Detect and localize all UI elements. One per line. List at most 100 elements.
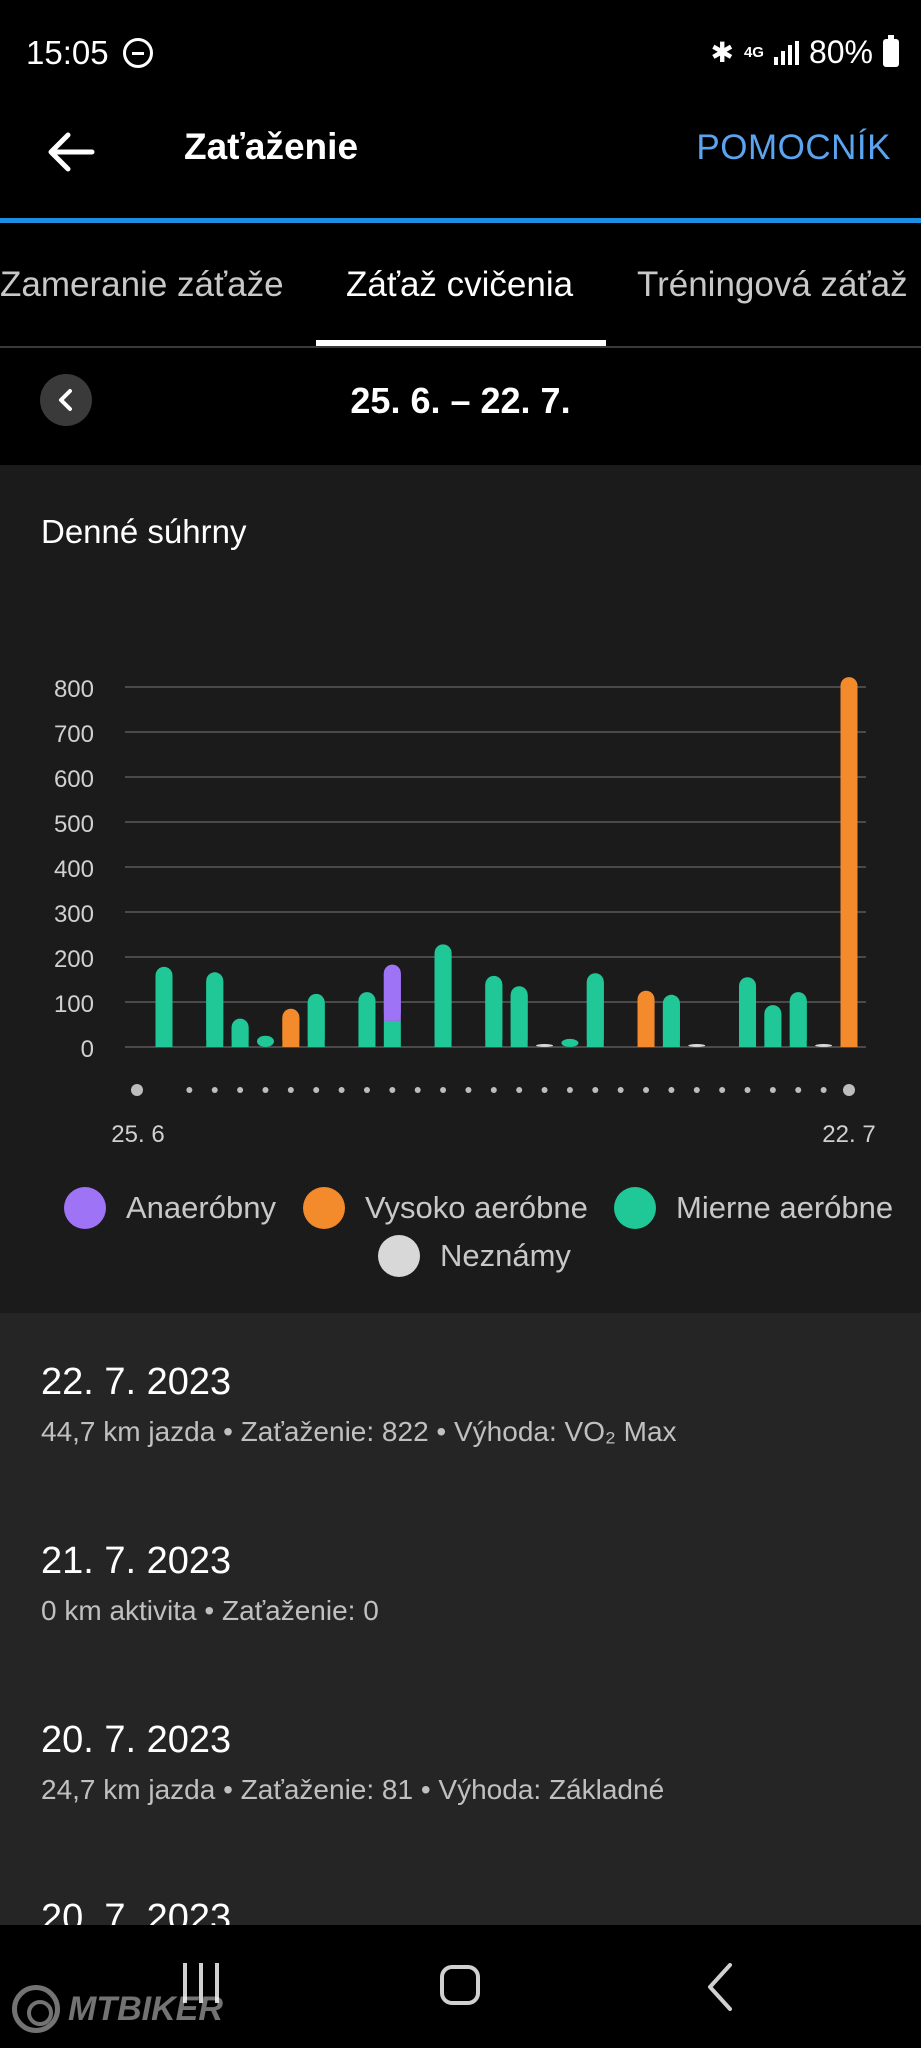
activity-date: 20. 7. 2023	[41, 1719, 232, 1761]
daily-load-chart: 0 100 200 300 400 500 600 700 800 25. 6 22. 7	[54, 676, 876, 1148]
watermark-text: MTBIKER	[68, 1989, 223, 2028]
chart-bar-body	[662, 1003, 680, 1047]
chart-bar-body	[231, 1027, 249, 1047]
date-dot	[617, 1087, 624, 1093]
chevron-left-icon	[59, 389, 72, 411]
legend-low-aerobic: Mierne aeróbne	[614, 1187, 893, 1229]
list-item[interactable]: 20. 7. 2023 24,7 km jazda • Zaťaženie: 8…	[41, 1719, 664, 1806]
bluetooth-icon: ✱	[710, 37, 734, 68]
date-dot	[363, 1087, 370, 1093]
date-range-label: 25. 6. – 22. 7.	[350, 380, 571, 421]
date-dot	[693, 1087, 700, 1093]
chart-bar-body	[155, 975, 173, 1047]
active-tab-indicator	[316, 340, 606, 346]
chart-bar	[688, 1044, 706, 1047]
card-title: Denné súhrny	[41, 513, 247, 550]
date-dot	[719, 1087, 726, 1093]
chart-bar-body	[358, 1000, 376, 1047]
legend-label: Vysoko aeróbne	[365, 1190, 588, 1225]
list-item[interactable]: 22. 7. 2023 44,7 km jazda • Zaťaženie: 8…	[41, 1361, 677, 1448]
home-button[interactable]	[440, 1965, 480, 2005]
legend-unknown: Neznámy	[378, 1235, 571, 1277]
chart-bar-body	[586, 981, 604, 1047]
legend-label: Anaeróbny	[126, 1190, 276, 1225]
chart-bar	[561, 1038, 579, 1047]
status-icons: ✱ 4G 80%	[710, 34, 899, 71]
chart-bar	[256, 1035, 274, 1047]
y-tick-label: 700	[54, 721, 94, 748]
y-tick-label: 300	[54, 901, 94, 928]
date-dot	[769, 1087, 776, 1093]
watermark: MTBIKER	[12, 1985, 223, 2033]
system-back-button[interactable]	[700, 1959, 740, 2015]
recent-apps-button[interactable]	[183, 1963, 219, 2003]
date-dot	[211, 1087, 218, 1093]
signal-icon	[773, 40, 799, 65]
tab-training-load[interactable]: Tréningová záťaž	[637, 265, 908, 304]
chart-bar	[815, 1044, 833, 1047]
date-dot	[131, 1084, 143, 1096]
battery-percent: 80%	[808, 34, 873, 70]
date-range-bar: 25. 6. – 22. 7.	[0, 350, 921, 465]
tab-load-focus[interactable]: Zameranie záťaže	[0, 265, 284, 304]
chart-bar-body	[637, 999, 655, 1047]
chart-bar-body	[485, 984, 503, 1047]
help-button[interactable]: POMOCNÍK	[696, 128, 891, 167]
date-dot	[414, 1087, 421, 1093]
date-dot	[744, 1087, 751, 1093]
legend-label: Neznámy	[440, 1238, 571, 1273]
do-not-disturb-icon	[123, 38, 153, 68]
y-tick-label: 200	[54, 946, 94, 973]
date-dot	[389, 1087, 396, 1093]
chart-bar-body	[789, 1000, 807, 1047]
chart-bar-body	[282, 1017, 300, 1047]
legend-anaerobic-swatch	[64, 1187, 106, 1229]
system-nav-bar	[0, 1925, 921, 2048]
date-dot	[795, 1087, 802, 1093]
x-label-start: 25. 6	[111, 1121, 164, 1148]
chart-bar-body	[739, 985, 757, 1047]
legend-label: Mierne aeróbne	[676, 1190, 894, 1225]
chart-bar-body	[383, 973, 401, 1021]
chart-bar-body	[307, 1002, 325, 1047]
status-bar: 15:05 ✱ 4G 80%	[0, 0, 921, 100]
chart-bar-body	[206, 980, 224, 1047]
legend-high-aerobic-swatch	[303, 1187, 345, 1229]
date-dot	[338, 1087, 345, 1093]
activity-detail: 44,7 km jazda • Zaťaženie: 822 • Výhoda:…	[41, 1416, 677, 1447]
date-dot	[668, 1087, 675, 1093]
activity-detail: 0 km aktivita • Zaťaženie: 0	[41, 1595, 379, 1626]
previous-period-button[interactable]	[40, 374, 92, 426]
header-divider	[0, 218, 921, 223]
chart-bar	[536, 1044, 554, 1047]
date-dot	[186, 1087, 193, 1093]
y-tick-label: 600	[54, 766, 94, 793]
legend-unknown-swatch	[378, 1235, 420, 1277]
date-dot	[313, 1087, 320, 1093]
list-item[interactable]: 21. 7. 2023 0 km aktivita • Zaťaženie: 0	[41, 1540, 379, 1627]
list-item[interactable]: 20. 7. 2023	[41, 1897, 231, 1925]
app-bar: Zaťaženie POMOCNÍK	[0, 100, 921, 218]
page-title: Zaťaženie	[184, 126, 359, 167]
y-tick-label: 400	[54, 856, 94, 883]
date-dot	[643, 1087, 650, 1093]
tab-exercise-load[interactable]: Záťaž cvičenia	[346, 265, 574, 304]
legend-anaerobic: Anaeróbny	[64, 1187, 276, 1229]
watermark-logo-icon	[12, 1985, 60, 2033]
legend-high-aerobic: Vysoko aeróbne	[303, 1187, 588, 1229]
chart-bar-body	[434, 952, 452, 1047]
date-dot	[566, 1087, 573, 1093]
chart-bar-body	[840, 685, 858, 1047]
date-dot	[262, 1087, 269, 1093]
activity-list: 22. 7. 2023 44,7 km jazda • Zaťaženie: 8…	[0, 1313, 921, 1925]
y-tick-label: 100	[54, 991, 94, 1018]
network-type-icon: 4G	[743, 43, 764, 61]
date-dot	[287, 1087, 294, 1093]
x-label-end: 22. 7	[822, 1121, 875, 1148]
back-arrow-icon[interactable]	[40, 122, 100, 182]
date-dot	[843, 1084, 855, 1096]
activity-detail: 24,7 km jazda • Zaťaženie: 81 • Výhoda: …	[41, 1774, 665, 1805]
y-tick-label: 800	[54, 676, 94, 703]
date-dot	[820, 1087, 827, 1093]
legend-low-aerobic-swatch	[614, 1187, 656, 1229]
